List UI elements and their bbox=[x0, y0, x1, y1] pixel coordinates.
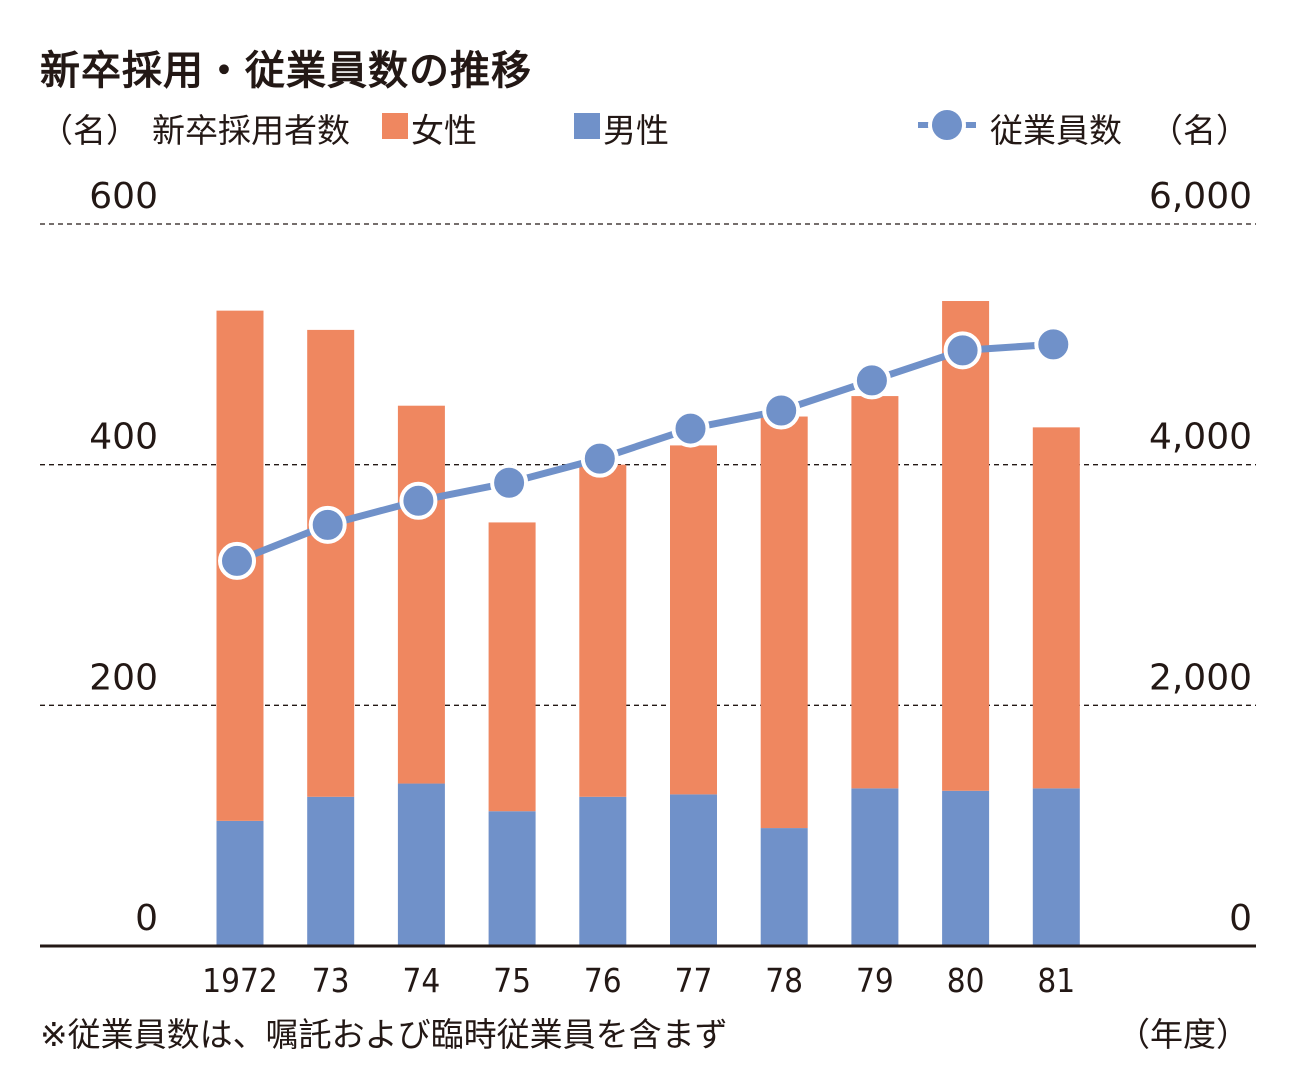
y-right-tick-label: 0 bbox=[1229, 898, 1252, 939]
x-tick-label: 81 bbox=[1037, 961, 1075, 1000]
bar-female-79 bbox=[851, 396, 899, 789]
legend-bar-group-label: 新卒採用者数 bbox=[152, 111, 350, 150]
y-right-tick-label: 4,000 bbox=[1149, 417, 1252, 458]
bar-female-77 bbox=[670, 445, 717, 795]
bar-male-78 bbox=[760, 828, 808, 946]
legend-female-swatch bbox=[382, 113, 408, 139]
chart-title: 新卒採用・従業員数の推移 bbox=[40, 48, 532, 94]
bar-female-81 bbox=[1032, 427, 1080, 789]
footnote: ※従業員数は、嘱託および臨時従業員を含まず bbox=[40, 1015, 728, 1054]
y-left-tick-label: 0 bbox=[135, 898, 158, 939]
employees-point-79 bbox=[852, 361, 891, 400]
y-left-tick-label: 400 bbox=[89, 417, 158, 458]
x-tick-label: 78 bbox=[765, 961, 803, 1000]
bar-male-75 bbox=[488, 811, 536, 946]
employees-point-74 bbox=[399, 481, 438, 520]
bar-male-80 bbox=[942, 790, 990, 946]
x-tick-label: 1972 bbox=[202, 961, 278, 1000]
bar-female-73 bbox=[307, 329, 355, 797]
x-tick-label: 73 bbox=[312, 961, 350, 1000]
x-tick-label: 80 bbox=[947, 961, 985, 1000]
legend-employees-label: 従業員数 bbox=[990, 111, 1122, 150]
legend-male-swatch bbox=[574, 113, 600, 139]
employees-point-76 bbox=[580, 439, 619, 478]
y-left-tick-label: 200 bbox=[89, 657, 158, 698]
employees-point-78 bbox=[762, 391, 801, 430]
x-axis-unit: （年度） bbox=[1117, 1015, 1249, 1054]
employees-point-75 bbox=[490, 463, 529, 502]
bar-male-1972 bbox=[216, 820, 264, 946]
y-left-tick-label: 600 bbox=[89, 176, 158, 217]
right-axis-unit: （名） bbox=[1150, 111, 1249, 150]
employees-point-1972 bbox=[218, 541, 256, 580]
bar-female-76 bbox=[579, 464, 627, 797]
employees-point-80 bbox=[943, 331, 982, 370]
bar-female-80 bbox=[942, 301, 990, 791]
bar-male-81 bbox=[1032, 788, 1080, 946]
employees-line bbox=[235, 340, 1054, 565]
bar-male-79 bbox=[851, 788, 899, 946]
y-right-tick-label: 6,000 bbox=[1149, 176, 1252, 217]
employees-point-73 bbox=[308, 505, 347, 544]
x-tick-label: 75 bbox=[493, 961, 531, 1000]
bar-male-76 bbox=[579, 796, 627, 946]
bar-male-77 bbox=[670, 794, 717, 946]
bar-female-75 bbox=[488, 522, 536, 812]
employees-point-77 bbox=[671, 409, 710, 448]
x-tick-label: 76 bbox=[584, 961, 622, 1000]
bar-female-78 bbox=[760, 416, 808, 829]
left-axis-unit: （名） bbox=[40, 111, 139, 150]
legend-male-label: 男性 bbox=[603, 111, 669, 150]
x-tick-label: 74 bbox=[403, 961, 441, 1000]
bar-male-74 bbox=[397, 783, 445, 946]
legend-female-label: 女性 bbox=[411, 111, 477, 150]
bar-male-73 bbox=[307, 796, 355, 946]
x-tick-label: 79 bbox=[856, 961, 894, 1000]
employees-point-81 bbox=[1034, 325, 1073, 364]
bar-female-74 bbox=[397, 405, 445, 784]
x-tick-label: 77 bbox=[675, 961, 713, 1000]
y-right-tick-label: 2,000 bbox=[1149, 657, 1252, 698]
